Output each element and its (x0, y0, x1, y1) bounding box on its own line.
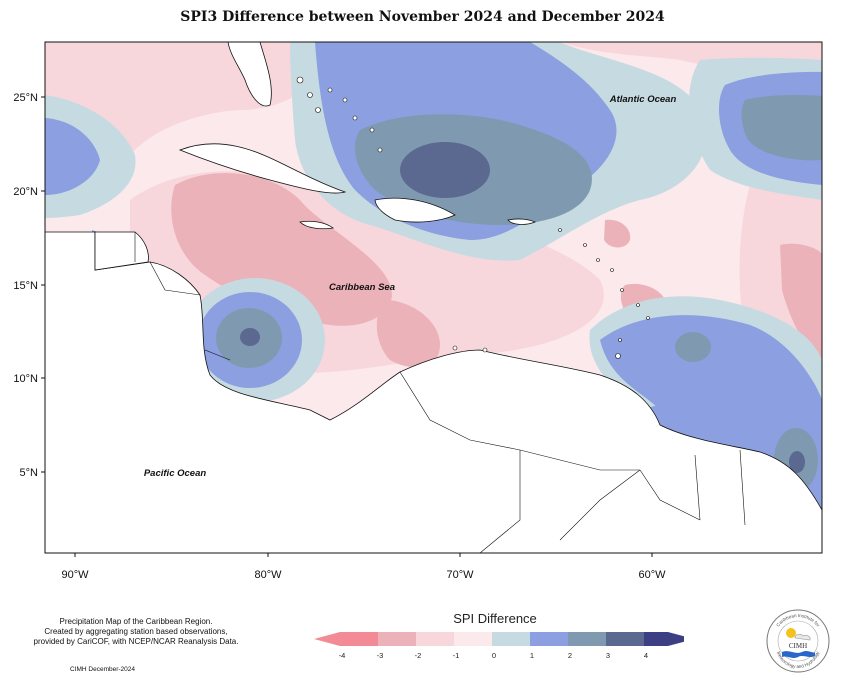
legend-swatch (416, 632, 454, 646)
legend-tick-label: -1 (453, 651, 460, 660)
atlantic-ocean-label: Atlantic Ocean (609, 94, 677, 105)
logo-label: CIMH (789, 642, 807, 650)
credits-line-1: Precipitation Map of the Caribbean Regio… (59, 617, 213, 626)
legend-swatch (644, 632, 684, 646)
cimh-date: CIMH December-2024 (70, 666, 136, 673)
legend-swatch (378, 632, 416, 646)
lon-label-80: 80°W (254, 569, 282, 581)
legend-tick-label: 0 (492, 651, 496, 660)
cloud-icon (794, 633, 811, 641)
spi-legend: -4 -3 -2 -1 0 1 2 3 4 (314, 632, 684, 660)
credits-line-3: provided by CariCOF, with NCEP/NCAR Rean… (33, 637, 239, 646)
lat-label-25: 25°N (13, 92, 38, 104)
legend-tick-label: 1 (530, 651, 534, 660)
map-title: SPI3 Difference between November 2024 an… (180, 9, 665, 25)
pacific-ocean-label: Pacific Ocean (144, 468, 207, 479)
lat-label-10: 10°N (13, 373, 38, 385)
credits-line-2: Created by aggregating station based obs… (44, 627, 228, 636)
legend-swatch (454, 632, 492, 646)
lat-label-20: 20°N (13, 186, 38, 198)
legend-swatch (568, 632, 606, 646)
legend-tick-label: 3 (606, 651, 610, 660)
lat-label-15: 15°N (13, 280, 38, 292)
legend-swatch (314, 632, 378, 646)
lon-label-60: 60°W (638, 569, 666, 581)
sun-icon (786, 628, 796, 638)
legend-tick-label: -2 (415, 651, 422, 660)
legend-tick-label: 2 (568, 651, 572, 660)
legend-swatch (530, 632, 568, 646)
caribbean-sea-label: Caribbean Sea (329, 282, 395, 293)
lon-label-70: 70°W (446, 569, 474, 581)
cimh-logo: CIMH Caribbean Institute for Meteorology… (766, 609, 830, 673)
legend-tick-label: 4 (644, 651, 648, 660)
legend-tick-label: -4 (339, 651, 346, 660)
legend-swatch (606, 632, 644, 646)
legend-title: SPI Difference (453, 611, 537, 626)
legend-tick-label: -3 (377, 651, 384, 660)
lon-label-90: 90°W (61, 569, 89, 581)
credits-text: Precipitation Map of the Caribbean Regio… (16, 617, 256, 647)
spi-field (45, 42, 822, 553)
legend-swatch (492, 632, 530, 646)
lat-label-5: 5°N (20, 467, 39, 479)
wave-icon (782, 651, 815, 658)
map-frame (44, 41, 823, 554)
